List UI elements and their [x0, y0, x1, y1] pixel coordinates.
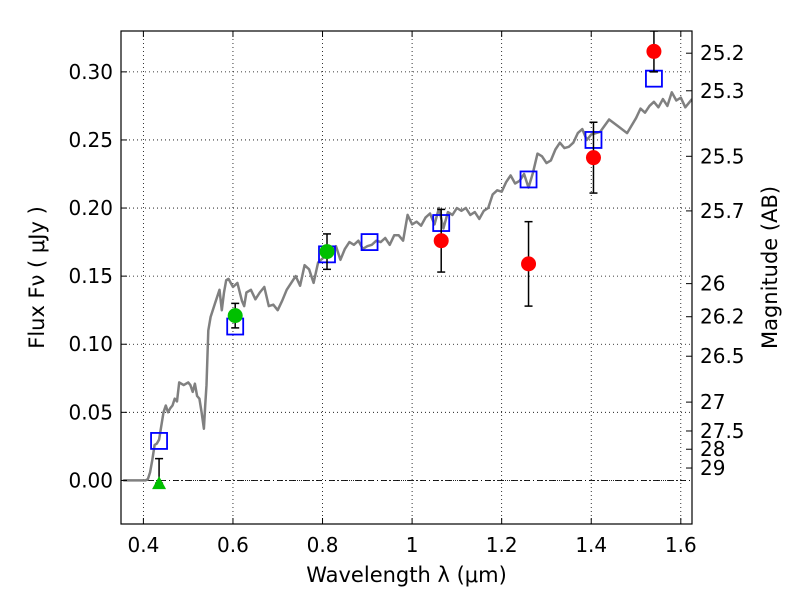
observed-point-marker: [319, 244, 335, 260]
x-tick-label: 0.6: [217, 533, 249, 557]
x-tick-label: 1.6: [665, 533, 697, 557]
magnitude-tick-label: 26: [700, 272, 725, 296]
x-tick-label: 0.8: [307, 533, 339, 557]
x-axis-label: Wavelength λ (μm): [306, 563, 507, 587]
magnitude-tick-label: 25.7: [700, 199, 745, 223]
magnitude-tick-label: 27.5: [700, 419, 745, 443]
observed-point-marker: [646, 43, 662, 59]
magnitude-tick-label: 25.5: [700, 144, 745, 168]
observed-point-marker: [433, 233, 449, 249]
magnitude-tick-label: 25.3: [700, 79, 745, 103]
sed-template-line: [123, 91, 692, 482]
y-axis-label: Flux Fν ( μJy ): [25, 206, 49, 349]
observed-point-marker: [227, 308, 243, 324]
magnitude-tick-label: 26.5: [700, 344, 745, 368]
y-tick-label: 0.30: [68, 60, 113, 84]
series-group: [123, 31, 692, 490]
magnitude-tick-label: 26.2: [700, 305, 745, 329]
plot-area: [123, 31, 692, 490]
magnitude-tick-label: 28: [700, 437, 725, 461]
upper-limit-triangle-marker: [152, 476, 167, 490]
observed-point-marker: [585, 150, 601, 166]
observed-point-marker: [521, 256, 537, 272]
x-tick-label: 1.2: [486, 533, 518, 557]
x-tick-label: 0.4: [127, 533, 159, 557]
model-square-marker: [519, 170, 538, 189]
y-tick-label: 0.20: [68, 196, 113, 220]
axis-ticks: 0.4 0.6 0.8 1 1.2 1.4 1.6 0.00 0.05 0.10 0.15 0.20 0…: [68, 31, 745, 557]
y2-axis-label: Magnitude (AB): [758, 186, 782, 349]
model-square-marker: [360, 233, 379, 251]
y-tick-label: 0.10: [68, 332, 113, 356]
y-tick-label: 0.15: [68, 264, 113, 288]
model-square-marker: [150, 432, 168, 450]
y-tick-label: 0.25: [68, 128, 113, 152]
magnitude-tick-label: 25.2: [700, 41, 745, 65]
y-tick-label: 0.05: [68, 400, 113, 424]
x-tick-label: 1.4: [575, 533, 607, 557]
x-tick-label: 1: [406, 533, 419, 557]
magnitude-tick-label: 29: [700, 456, 725, 480]
axes-frame: [120, 30, 693, 525]
y-tick-label: 0.00: [68, 468, 113, 492]
magnitude-tick-label: 27: [700, 390, 725, 414]
